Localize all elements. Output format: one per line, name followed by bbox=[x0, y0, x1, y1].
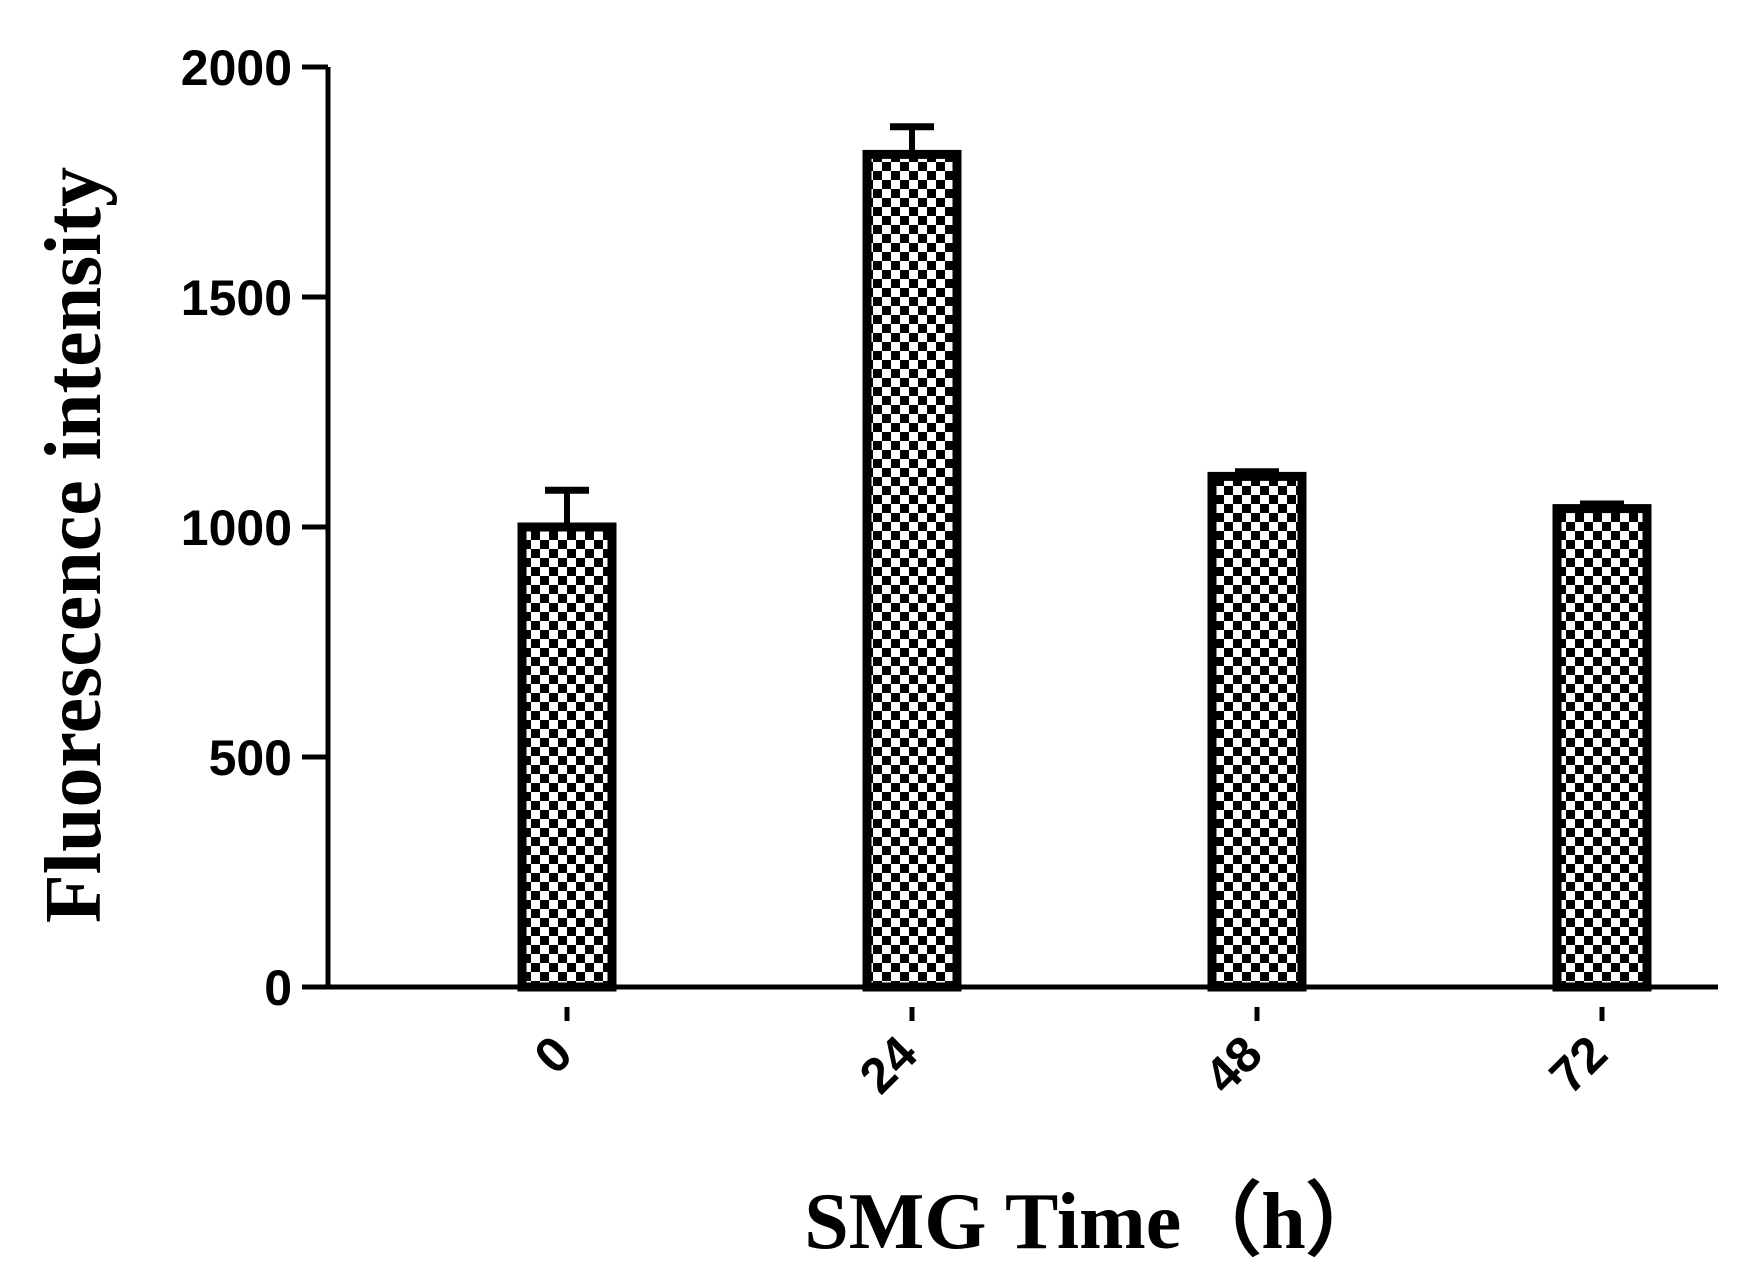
x-tick-label: 48 bbox=[1194, 1025, 1273, 1104]
x-tick-label: 0 bbox=[524, 1025, 583, 1084]
x-tick-label: 24 bbox=[849, 1025, 928, 1104]
y-axis-title: Fluorescence intensity bbox=[30, 167, 118, 923]
y-tick-label: 500 bbox=[209, 730, 292, 786]
error-bar-24 bbox=[890, 123, 934, 155]
y-tick-label: 0 bbox=[264, 960, 292, 1016]
bar-24 bbox=[862, 149, 962, 992]
x-axis-title: SMG Time（h） bbox=[804, 1178, 1386, 1266]
x-ticks: 0 24 48 72 bbox=[524, 1007, 1618, 1104]
bar-0 bbox=[517, 522, 617, 992]
y-ticks: 0 500 1000 1500 2000 bbox=[181, 40, 328, 1016]
bar-48 bbox=[1207, 471, 1307, 992]
error-bar-72 bbox=[1580, 500, 1624, 509]
bars-layer bbox=[517, 123, 1652, 992]
y-tick-label: 1000 bbox=[181, 500, 292, 556]
y-tick-label: 2000 bbox=[181, 40, 292, 96]
error-bar-0 bbox=[545, 486, 589, 527]
y-tick-label: 1500 bbox=[181, 270, 292, 326]
bar-72 bbox=[1552, 504, 1652, 992]
error-bar-48 bbox=[1235, 468, 1279, 477]
x-tick-label: 72 bbox=[1539, 1025, 1618, 1104]
